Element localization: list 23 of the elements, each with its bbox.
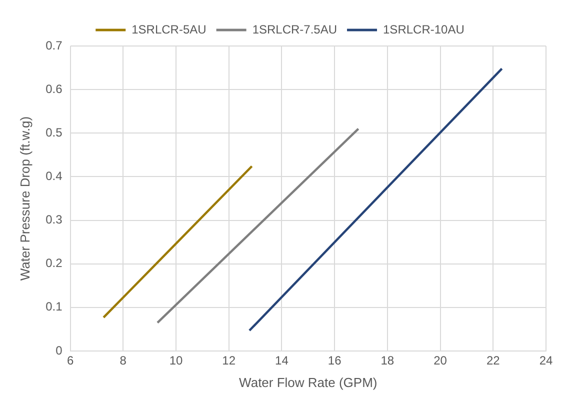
y-tick-label: 0.6: [46, 82, 63, 96]
x-tick-label: 16: [328, 354, 342, 368]
y-tick-label: 0.4: [46, 169, 63, 184]
x-tick-label: 18: [380, 354, 394, 368]
legend-label: 1SRLCR-7.5AU: [252, 22, 338, 36]
x-tick-label: 6: [66, 354, 74, 368]
legend-label: 1SRLCR-10AU: [383, 22, 464, 36]
y-tick-label: 0.1: [46, 300, 63, 314]
y-tick-label: 0.3: [46, 212, 63, 227]
x-tick-label: 22: [486, 354, 500, 368]
x-tick-label: 8: [120, 354, 127, 368]
x-axis-title: Water Flow Rate (GPM): [239, 374, 378, 390]
y-tick-label: 0.2: [46, 256, 63, 270]
x-tick-label: 12: [222, 354, 236, 368]
y-tick-label: 0: [56, 343, 63, 358]
x-tick-label: 10: [169, 354, 183, 368]
y-tick-label: 0.7: [46, 38, 63, 52]
y-axis-title: Water Pressure Drop (ft.w.g): [17, 116, 32, 281]
y-tick-label: 0.5: [46, 125, 63, 140]
x-tick-label: 24: [539, 354, 553, 368]
x-tick-label: 14: [275, 354, 289, 368]
x-tick-label: 20: [434, 354, 448, 368]
legend-label: 1SRLCR-5AU: [132, 22, 206, 36]
